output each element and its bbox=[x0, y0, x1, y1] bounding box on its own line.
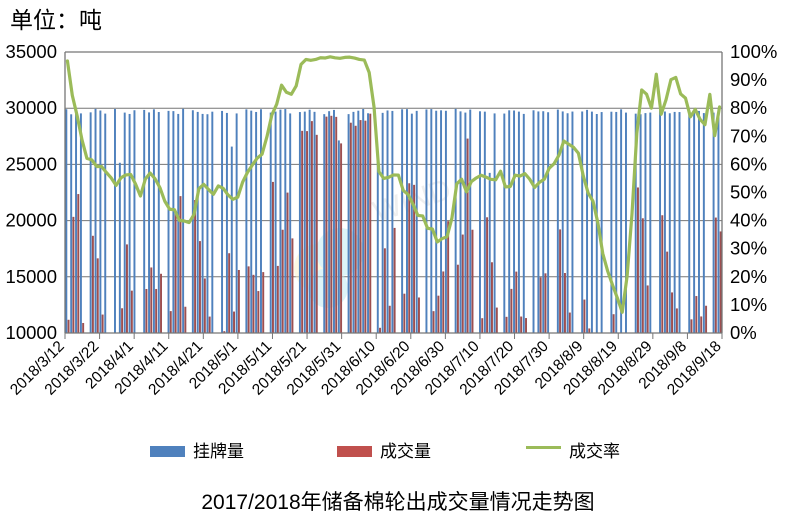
svg-text:70%: 70% bbox=[730, 125, 767, 146]
svg-text:0%: 0% bbox=[730, 322, 757, 343]
svg-text:单位：吨: 单位：吨 bbox=[10, 7, 102, 33]
svg-text:35000: 35000 bbox=[6, 41, 57, 62]
svg-text:80%: 80% bbox=[730, 97, 767, 118]
svg-text:20%: 20% bbox=[730, 266, 767, 287]
svg-text:40%: 40% bbox=[730, 210, 767, 231]
svg-text:100%: 100% bbox=[730, 41, 777, 62]
svg-text:20000: 20000 bbox=[6, 210, 57, 231]
svg-text:25000: 25000 bbox=[6, 153, 57, 174]
svg-text:15000: 15000 bbox=[6, 266, 57, 287]
svg-text:10%: 10% bbox=[730, 294, 767, 315]
svg-text:50%: 50% bbox=[730, 182, 767, 203]
svg-text:90%: 90% bbox=[730, 69, 767, 90]
svg-text:60%: 60% bbox=[730, 153, 767, 174]
svg-text:30000: 30000 bbox=[6, 97, 57, 118]
svg-text:30%: 30% bbox=[730, 238, 767, 259]
svg-text:10000: 10000 bbox=[6, 322, 57, 343]
